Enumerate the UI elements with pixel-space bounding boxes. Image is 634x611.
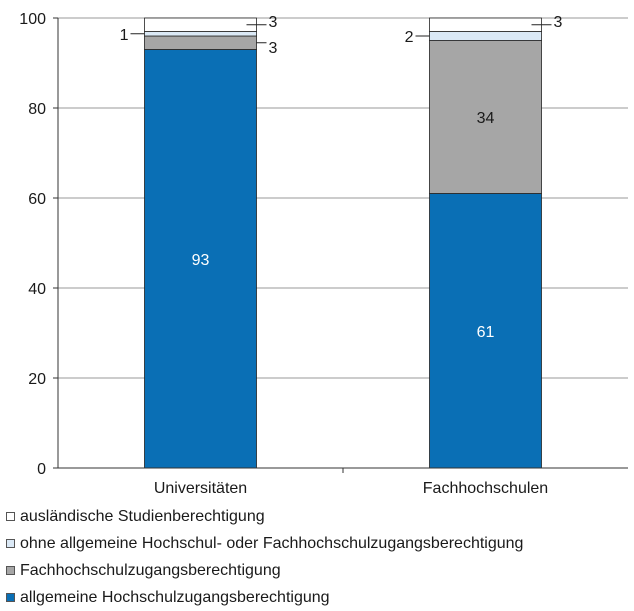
legend-label: ausländische Studienberechtigung bbox=[20, 507, 265, 525]
value-label: 61 bbox=[477, 324, 495, 341]
y-tick-label: 20 bbox=[28, 371, 46, 388]
gridlines bbox=[58, 17, 628, 379]
callout-label: 1 bbox=[120, 27, 129, 44]
legend-item: allgemeine Hochschulzugangsberechtigung bbox=[6, 584, 523, 611]
legend-item: ohne allgemeine Hochschul- oder Fachhoch… bbox=[6, 530, 523, 557]
labels: Universitäten 93 3 1 3 Fachhochschulen 61 34 2 3 bbox=[120, 14, 563, 497]
y-tick-label: 60 bbox=[28, 191, 46, 208]
legend-label: Fachhochschulzugangsberechtigung bbox=[20, 561, 281, 579]
bar-segment bbox=[429, 17, 542, 32]
callout-label: 3 bbox=[269, 14, 278, 31]
bar-segment bbox=[429, 31, 542, 41]
value-label: 34 bbox=[477, 110, 495, 127]
legend-swatch bbox=[6, 593, 15, 602]
stacked-bar-chart: 0 20 40 60 80 100 Universitäten 93 3 1 3 Fachhochs… bbox=[19, 11, 628, 497]
legend-swatch bbox=[6, 512, 15, 521]
legend-item: Fachhochschulzugangsberechtigung bbox=[6, 557, 523, 584]
bars bbox=[144, 17, 542, 469]
y-tick-label: 80 bbox=[28, 101, 46, 118]
axes: 0 20 40 60 80 100 bbox=[19, 11, 628, 478]
legend-label: ohne allgemeine Hochschul- oder Fachhoch… bbox=[20, 534, 524, 552]
bar-segment bbox=[144, 17, 257, 32]
bar-segment bbox=[144, 49, 257, 469]
legend: ausländische Studienberechtigung ohne all… bbox=[6, 503, 523, 611]
category-label: Universitäten bbox=[154, 480, 247, 497]
category-label: Fachhochschulen bbox=[423, 480, 548, 497]
value-label: 93 bbox=[192, 252, 210, 269]
legend-swatch bbox=[6, 566, 15, 575]
legend-swatch bbox=[6, 539, 15, 548]
legend-label: allgemeine Hochschulzugangsberechtigung bbox=[20, 588, 330, 606]
bar-segment bbox=[144, 31, 257, 37]
callout-label: 3 bbox=[554, 14, 563, 31]
bar-segment bbox=[144, 35, 257, 50]
callout-label: 3 bbox=[269, 40, 278, 57]
y-tick-label: 100 bbox=[19, 11, 46, 28]
y-tick-label: 40 bbox=[28, 281, 46, 298]
bar-segment bbox=[429, 193, 542, 469]
callout-label: 2 bbox=[405, 29, 414, 46]
legend-item: ausländische Studienberechtigung bbox=[6, 503, 523, 530]
y-tick-label: 0 bbox=[37, 461, 46, 478]
